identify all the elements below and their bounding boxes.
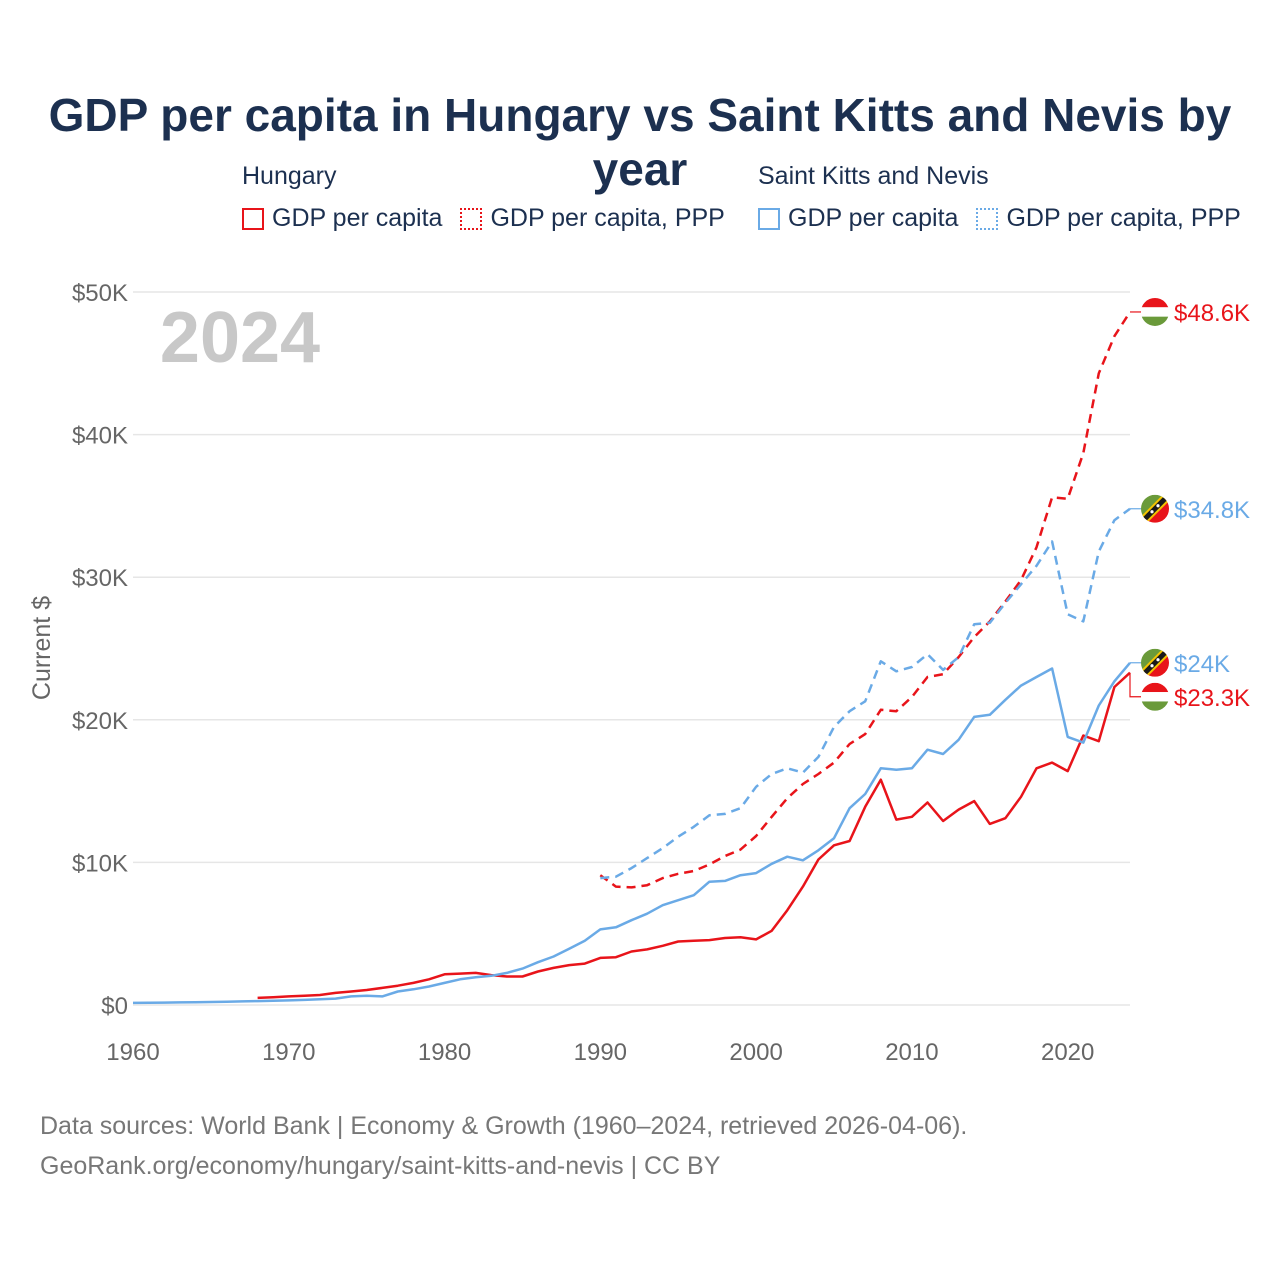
end-connector <box>1129 672 1141 698</box>
legend-row-hungary: GDP per capita GDP per capita, PPP <box>242 204 743 233</box>
series-lines <box>132 311 1132 1005</box>
line-chart: $0 $10K $20K $30K $40K $50K 1960 1970 1980 1990 2… <box>28 280 1250 1066</box>
legend-row-skn: GDP per capita GDP per capita, PPP <box>758 204 1259 233</box>
legend-swatch-solid <box>758 207 780 230</box>
y-tick-label: $30K <box>72 565 128 592</box>
x-tick-label: 2020 <box>1041 1039 1094 1066</box>
y-tick-label: $0 <box>101 993 128 1020</box>
footer-sources: Data sources: World Bank | Economy & Gro… <box>40 1112 968 1140</box>
footer: Data sources: World Bank | Economy & Gro… <box>40 1106 967 1186</box>
legend-item-skn-gdp[interactable]: GDP per capita <box>758 204 958 233</box>
end-value-label: $23.3K <box>1174 685 1250 712</box>
series-line-skn-ppp[interactable] <box>600 507 1131 880</box>
skn-flag-icon <box>1141 494 1169 523</box>
grid-lines <box>133 291 1130 1006</box>
legend-label: GDP per capita <box>788 204 959 232</box>
x-tick-label: 1970 <box>262 1039 315 1066</box>
hungary-flag-icon <box>1141 297 1169 326</box>
end-value-label: $48.6K <box>1174 300 1250 327</box>
x-tick-label: 2000 <box>729 1039 782 1066</box>
x-tick-label: 1960 <box>106 1039 159 1066</box>
y-tick-label: $50K <box>72 280 128 307</box>
end-markers: $23.3K $48.6K $24K $34.8K <box>1129 297 1250 712</box>
y-tick-label: $40K <box>72 423 128 450</box>
y-tick-label: $10K <box>72 850 128 877</box>
end-value-label: $34.8K <box>1174 497 1250 524</box>
legend-swatch-solid <box>242 207 264 230</box>
y-axis-label: Current $ <box>28 596 56 700</box>
end-value-label: $24K <box>1174 651 1230 678</box>
skn-flag-icon <box>1141 648 1169 677</box>
legend-item-skn-ppp[interactable]: GDP per capita, PPP <box>976 204 1241 233</box>
x-axis-ticks: 1960 1970 1980 1990 2000 2010 2020 <box>106 1039 1094 1066</box>
legend-item-hungary-ppp[interactable]: GDP per capita, PPP <box>460 204 725 233</box>
series-line-hungary-gdp[interactable] <box>257 671 1131 1000</box>
series-line-skn-gdp[interactable] <box>132 661 1131 1005</box>
hungary-flag-icon <box>1141 682 1169 711</box>
year-watermark: 2024 <box>160 298 320 378</box>
legend-label: GDP per capita <box>272 204 443 232</box>
series-line-hungary-ppp[interactable] <box>599 311 1132 889</box>
chart-title: GDP per capita in Hungary vs Saint Kitts… <box>48 89 1232 195</box>
legend-label: GDP per capita, PPP <box>1006 204 1241 232</box>
legend-swatch-dotted <box>976 207 999 230</box>
legend-label: GDP per capita, PPP <box>490 204 725 232</box>
legend-item-hungary-gdp[interactable]: GDP per capita <box>242 204 442 233</box>
x-tick-label: 2010 <box>885 1039 938 1066</box>
legend-swatch-dotted <box>460 207 483 230</box>
y-axis-ticks: $0 $10K $20K $30K $40K $50K <box>72 280 128 1020</box>
x-tick-label: 1990 <box>574 1039 627 1066</box>
y-tick-label: $20K <box>72 708 128 735</box>
legend-group-skn: Saint Kitts and Nevis <box>758 162 989 190</box>
legend-group-hungary: Hungary <box>242 162 337 190</box>
x-tick-label: 1980 <box>418 1039 471 1066</box>
footer-link[interactable]: GeoRank.org/economy/hungary/saint-kitts-… <box>40 1152 721 1180</box>
